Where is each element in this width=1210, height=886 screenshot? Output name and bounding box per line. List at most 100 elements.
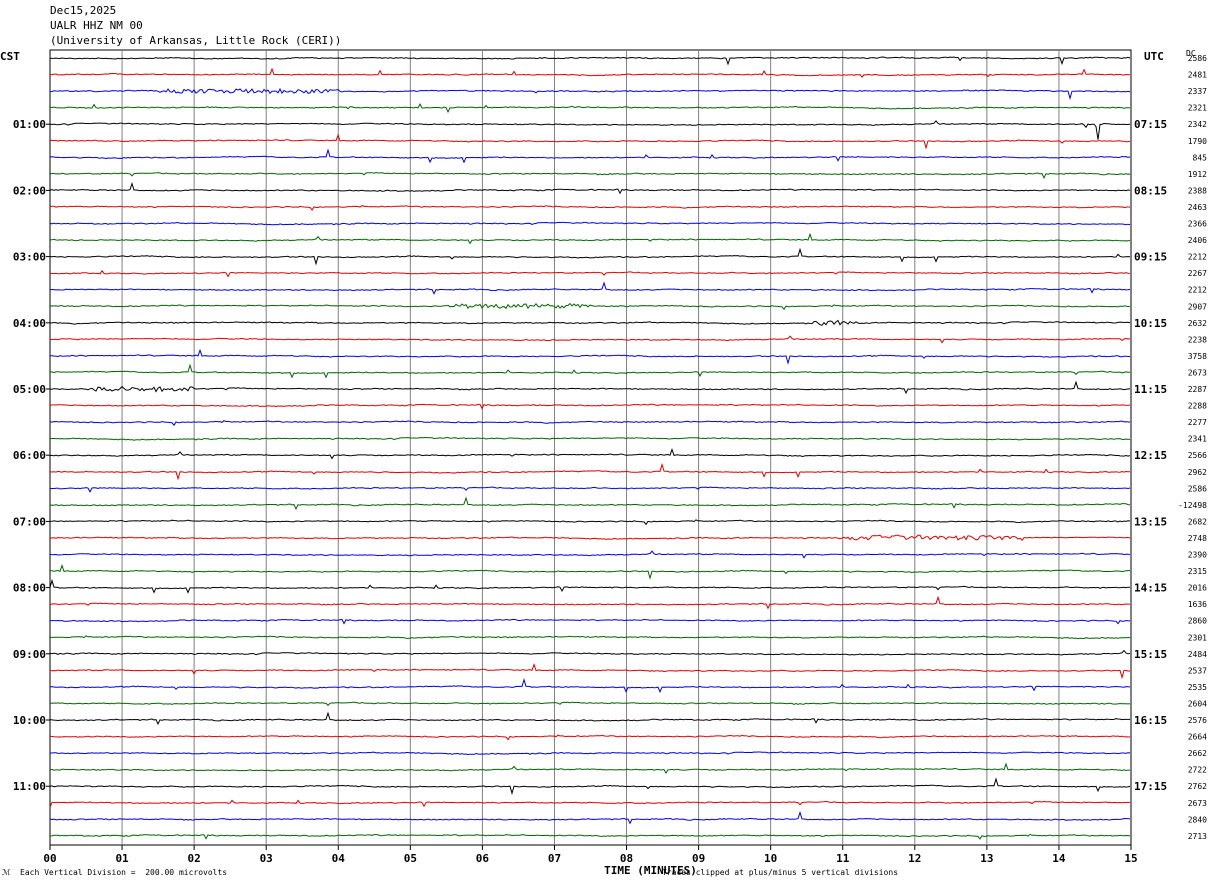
utc-hour-label: 12:15	[1134, 449, 1167, 462]
dc-offset-label: 2390	[1188, 551, 1207, 560]
trace-row	[49, 247, 1131, 266]
trace-row	[49, 348, 1131, 365]
dc-offset-label: 2673	[1188, 368, 1207, 377]
dc-offset-label: 2537	[1188, 666, 1207, 675]
trace-row	[49, 486, 1131, 493]
utc-hour-label: 13:15	[1134, 515, 1167, 528]
x-tick-label: 07	[548, 852, 561, 865]
dc-offset-label: 1912	[1188, 170, 1207, 179]
x-tick-label: 05	[404, 852, 417, 865]
trace-row	[49, 762, 1130, 774]
x-tick-label: 02	[188, 852, 201, 865]
trace-row	[49, 133, 1131, 150]
dc-offset-label: 2288	[1188, 402, 1207, 411]
cst-hour-label: 04:00	[13, 317, 46, 330]
x-tick-label: 06	[476, 852, 490, 865]
dc-offset-label: 2238	[1188, 335, 1207, 344]
x-tick-label: 09	[692, 852, 705, 865]
trace-row	[49, 221, 1131, 226]
cst-hour-label: 06:00	[13, 449, 46, 462]
dc-offset-label: 2962	[1188, 468, 1207, 477]
trace-row	[50, 618, 1130, 625]
clip-note: Traces clipped at plus/minus 5 vertical …	[662, 868, 899, 877]
trace-row	[49, 87, 1131, 101]
x-tick-label: 14	[1052, 852, 1066, 865]
trace-row	[49, 363, 1131, 379]
dc-offset-label: 2682	[1188, 517, 1207, 526]
utc-hour-label: 10:15	[1134, 317, 1167, 330]
dc-offset-label: 2212	[1188, 286, 1207, 295]
trace-row	[49, 711, 1130, 726]
trace-row	[49, 635, 1131, 640]
trace-row	[49, 649, 1131, 656]
trace-row	[49, 462, 1131, 481]
x-axis-title: TIME (MINUTES)	[604, 864, 697, 877]
cst-hour-label: 02:00	[13, 184, 46, 197]
trace-row	[49, 447, 1131, 460]
dc-offset-label: 2604	[1188, 699, 1207, 708]
trace-row	[49, 734, 1131, 741]
utc-hour-label: 11:15	[1134, 383, 1167, 396]
x-tick-label: 13	[980, 852, 993, 865]
dc-offset-label: 2301	[1188, 633, 1207, 642]
trace-row	[49, 534, 1131, 541]
trace-row	[49, 181, 1131, 195]
cst-zone-label: CST	[0, 50, 20, 63]
dc-offset-label: 2713	[1188, 832, 1207, 841]
trace-row	[49, 677, 1131, 694]
logo-mark: ℳ	[2, 868, 11, 877]
dc-offset-label: 2586	[1188, 484, 1207, 493]
dc-offset-label: 2277	[1188, 418, 1207, 427]
trace-row	[49, 380, 1131, 395]
trace-row	[49, 403, 1131, 410]
dc-offset-label: 2576	[1188, 716, 1207, 725]
station-label: UALR HHZ NM 00	[50, 19, 143, 32]
dc-offset-label: 2342	[1188, 120, 1207, 129]
x-tick-label: 11	[836, 852, 850, 865]
trace-row	[49, 67, 1131, 78]
dc-offset-label: 2366	[1188, 220, 1207, 229]
x-tick-label: 15	[1124, 852, 1137, 865]
utc-hour-label: 14:15	[1134, 582, 1167, 595]
x-tick-label: 01	[115, 852, 129, 865]
trace-row	[49, 103, 1131, 114]
utc-hour-label: 08:15	[1134, 184, 1167, 197]
trace-row	[49, 777, 1131, 796]
trace-row	[49, 436, 1131, 441]
dc-offset-label: 2463	[1188, 203, 1207, 212]
trace-row	[49, 120, 1131, 140]
trace-row	[50, 751, 1131, 756]
dc-offset-label: 2287	[1188, 385, 1207, 394]
dc-offset-label: 2662	[1188, 749, 1207, 758]
dc-offset-label: 2321	[1188, 104, 1207, 113]
dc-offset-label: 2632	[1188, 319, 1207, 328]
trace-row	[49, 269, 1131, 278]
dc-offset-label: 2762	[1188, 782, 1207, 791]
dc-offset-label: 3758	[1188, 352, 1207, 361]
trace-row	[49, 204, 1131, 211]
utc-hour-label: 07:15	[1134, 118, 1167, 131]
dc-offset-label: 2484	[1188, 650, 1207, 659]
dc-offset-label: 2860	[1188, 617, 1207, 626]
dc-offset-label: 2586	[1188, 54, 1207, 63]
dc-offset-label: 2388	[1188, 186, 1207, 195]
trace-row	[49, 833, 1131, 840]
cst-hour-label: 09:00	[13, 648, 46, 661]
dc-offset-label: 2406	[1188, 236, 1207, 245]
dc-offset-label: 2722	[1188, 766, 1207, 775]
dc-offset-label: 2341	[1188, 435, 1207, 444]
utc-zone-label: UTC	[1144, 50, 1164, 63]
dc-offset-label: 2337	[1188, 87, 1207, 96]
trace-row	[49, 302, 1131, 311]
utc-hour-label: 15:15	[1134, 648, 1167, 661]
trace-row	[49, 496, 1131, 511]
dc-offset-label: 2748	[1188, 534, 1207, 543]
trace-row	[49, 550, 1131, 559]
dc-offset-label: 2840	[1188, 815, 1207, 824]
dc-header-label: DC	[1186, 49, 1196, 58]
dc-offset-label: 2673	[1188, 799, 1207, 808]
cst-hour-label: 01:00	[13, 118, 46, 131]
institution-label: (University of Arkansas, Little Rock (CE…	[50, 34, 342, 47]
dc-offset-label: 2535	[1188, 683, 1207, 692]
